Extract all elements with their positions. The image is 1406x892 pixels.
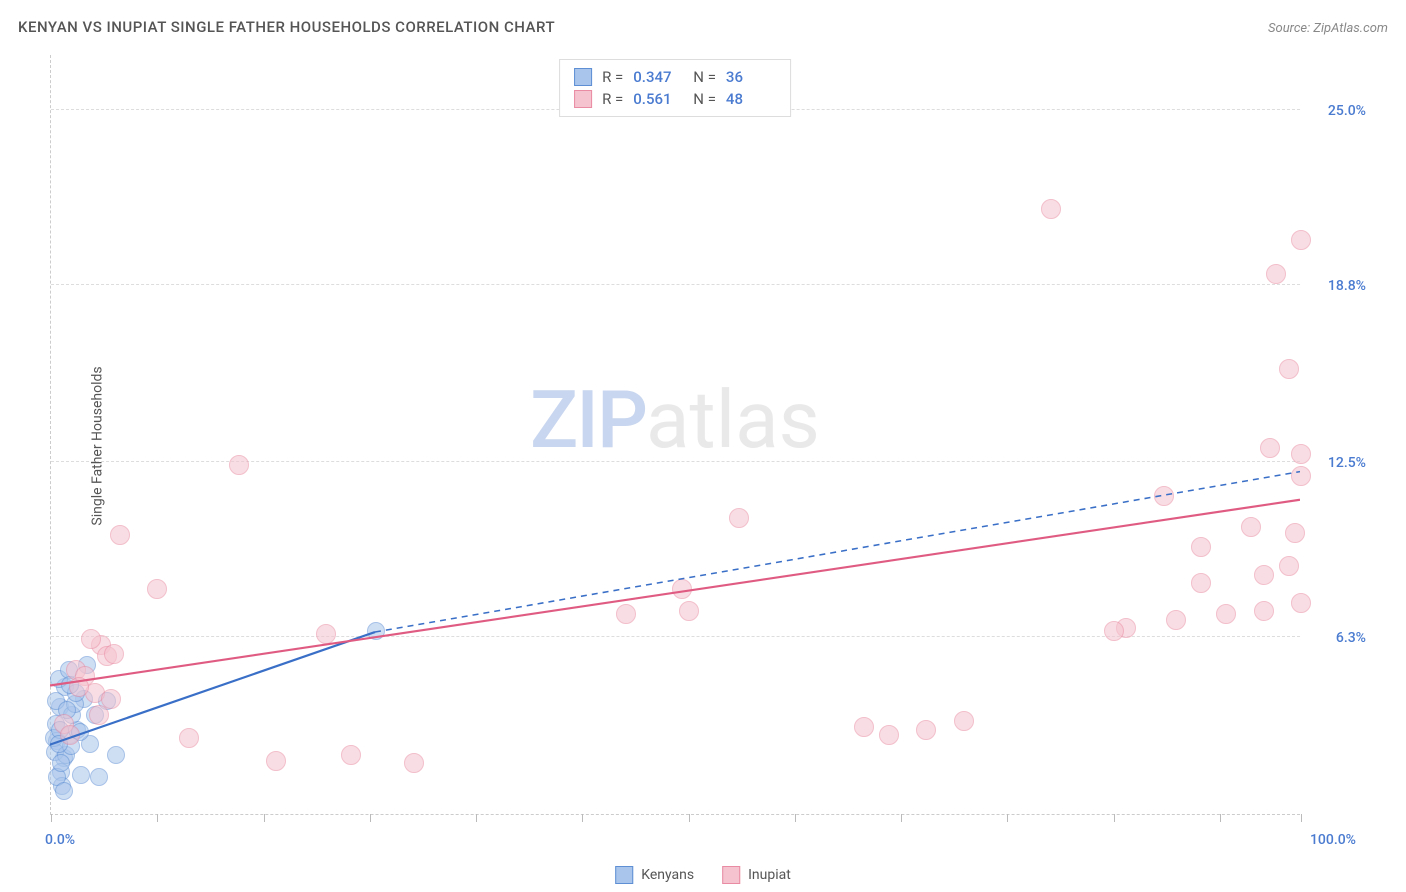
x-tick xyxy=(157,814,158,822)
scatter-point xyxy=(101,689,121,709)
x-tick xyxy=(689,814,690,822)
scatter-point xyxy=(404,753,424,773)
scatter-point xyxy=(954,711,974,731)
scatter-point xyxy=(367,622,385,640)
scatter-point xyxy=(1260,438,1280,458)
legend-label: Inupiat xyxy=(748,867,791,883)
scatter-point xyxy=(81,629,101,649)
scatter-point xyxy=(1191,573,1211,593)
scatter-point xyxy=(1279,556,1299,576)
stat-n-label: N = xyxy=(693,90,716,108)
y-tick-label: 12.5% xyxy=(1328,455,1366,471)
legend-label: Kenyans xyxy=(641,867,694,883)
x-tick xyxy=(582,814,583,822)
scatter-point xyxy=(110,525,130,545)
x-tick-label-max: 100.0% xyxy=(1310,832,1356,848)
y-tick-label: 6.3% xyxy=(1336,630,1366,646)
y-tick-label: 18.8% xyxy=(1328,278,1366,294)
stats-row: R = 0.561 N = 48 xyxy=(574,88,776,110)
scatter-point xyxy=(179,728,199,748)
scatter-point xyxy=(266,751,286,771)
scatter-point xyxy=(1166,610,1186,630)
legend-swatch xyxy=(574,68,592,86)
scatter-point xyxy=(679,601,699,621)
scatter-point xyxy=(854,717,874,737)
scatter-point xyxy=(672,579,692,599)
x-tick-label-min: 0.0% xyxy=(45,832,75,848)
scatter-point xyxy=(1279,359,1299,379)
legend-item: Inupiat xyxy=(722,866,791,884)
scatter-point xyxy=(90,768,108,786)
chart-header: KENYAN VS INUPIAT SINGLE FATHER HOUSEHOL… xyxy=(18,18,1388,36)
scatter-point xyxy=(1291,593,1311,613)
scatter-point xyxy=(916,720,936,740)
scatter-point xyxy=(1241,517,1261,537)
scatter-point xyxy=(55,782,73,800)
legend-swatch xyxy=(615,866,633,884)
x-tick xyxy=(1007,814,1008,822)
scatter-point xyxy=(52,754,70,772)
stat-n-value: 36 xyxy=(726,68,776,86)
scatter-point xyxy=(729,508,749,528)
x-tick xyxy=(1114,814,1115,822)
stat-n-label: N = xyxy=(693,68,716,86)
x-tick xyxy=(264,814,265,822)
x-tick xyxy=(370,814,371,822)
chart-title: KENYAN VS INUPIAT SINGLE FATHER HOUSEHOL… xyxy=(18,18,555,36)
scatter-point xyxy=(1291,230,1311,250)
correlation-stats-box: R = 0.347 N = 36 R = 0.561 N = 48 xyxy=(559,59,791,117)
scatter-point xyxy=(60,725,80,745)
gridline-h xyxy=(51,284,1300,285)
scatter-point xyxy=(89,705,109,725)
x-tick xyxy=(901,814,902,822)
stats-row: R = 0.347 N = 36 xyxy=(574,66,776,88)
scatter-point xyxy=(616,604,636,624)
scatter-point xyxy=(1266,264,1286,284)
stat-r-label: R = xyxy=(602,90,623,108)
scatter-point xyxy=(341,745,361,765)
x-tick xyxy=(1220,814,1221,822)
scatter-point xyxy=(147,579,167,599)
plot-container: ZIPatlas 6.3%12.5%18.8%25.0%0.0%100.0% R… xyxy=(50,55,1300,815)
scatter-point xyxy=(1216,604,1236,624)
scatter-point xyxy=(229,455,249,475)
scatter-point xyxy=(1254,565,1274,585)
scatter-point xyxy=(69,677,89,697)
scatter-point xyxy=(879,725,899,745)
legend-swatch xyxy=(574,90,592,108)
scatter-point xyxy=(1191,537,1211,557)
x-tick xyxy=(795,814,796,822)
scatter-point xyxy=(1041,199,1061,219)
scatter-point xyxy=(316,624,336,644)
legend-swatch xyxy=(722,866,740,884)
plot-area: 6.3%12.5%18.8%25.0%0.0%100.0% xyxy=(50,55,1300,815)
x-tick xyxy=(51,814,52,822)
stat-r-value: 0.347 xyxy=(633,68,683,86)
scatter-point xyxy=(1104,621,1124,641)
scatter-point xyxy=(1291,466,1311,486)
y-tick-label: 25.0% xyxy=(1328,103,1366,119)
x-tick xyxy=(476,814,477,822)
scatter-point xyxy=(72,766,90,784)
scatter-point xyxy=(107,746,125,764)
stat-n-value: 48 xyxy=(726,90,776,108)
legend-item: Kenyans xyxy=(615,866,694,884)
scatter-point xyxy=(1285,523,1305,543)
scatter-point xyxy=(1154,486,1174,506)
scatter-point xyxy=(1291,444,1311,464)
series-legend: Kenyans Inupiat xyxy=(615,866,791,884)
source-attribution: Source: ZipAtlas.com xyxy=(1268,21,1388,36)
x-tick xyxy=(1301,814,1302,822)
stat-r-value: 0.561 xyxy=(633,90,683,108)
stat-r-label: R = xyxy=(602,68,623,86)
scatter-point xyxy=(1254,601,1274,621)
scatter-point xyxy=(104,644,124,664)
